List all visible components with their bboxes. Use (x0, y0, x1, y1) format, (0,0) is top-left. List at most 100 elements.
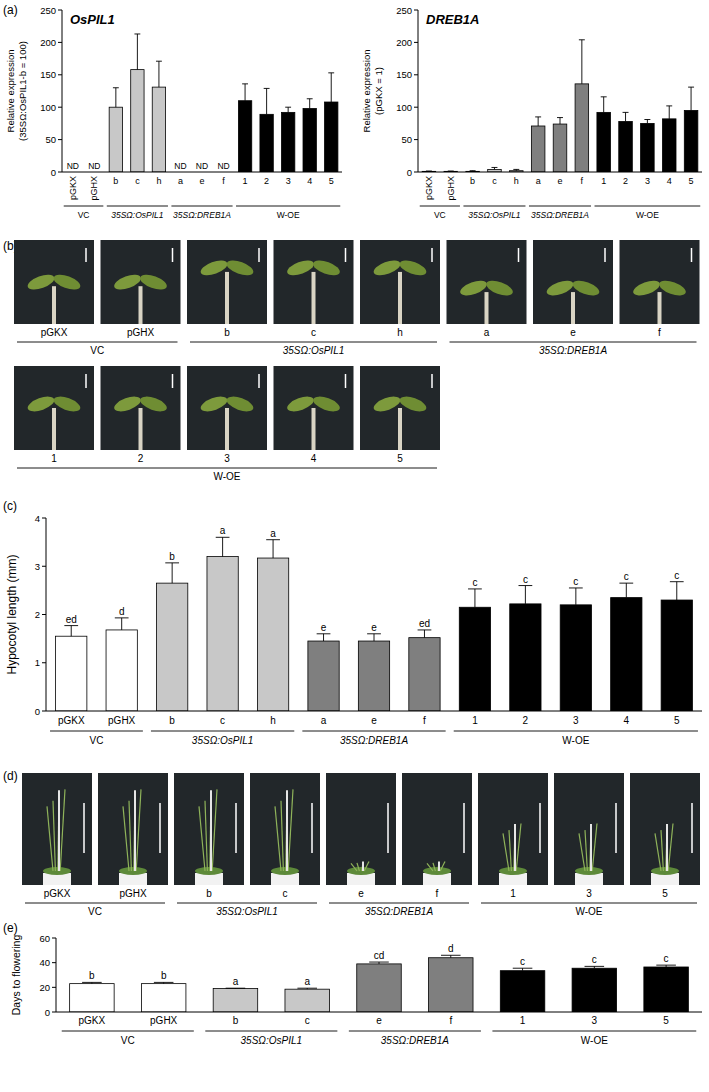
error-cap (688, 87, 694, 88)
value-label: ND (196, 161, 208, 171)
photo (101, 366, 181, 450)
error-cap (585, 966, 605, 967)
y-tick (414, 172, 418, 173)
bar (152, 87, 165, 172)
inflorescence (136, 789, 141, 871)
photo (22, 773, 92, 885)
error-cap (242, 83, 248, 84)
error-bar (328, 73, 334, 102)
inflorescence (655, 833, 661, 871)
error-cap (666, 105, 672, 106)
group-label: VC (78, 210, 90, 220)
error-bar (297, 988, 317, 990)
error-stem (691, 87, 692, 110)
error-stem (560, 118, 561, 124)
bar (575, 84, 589, 172)
chart-title: OsPIL1 (70, 12, 115, 27)
photo-bg (187, 240, 267, 324)
inflorescence (53, 801, 55, 871)
y-axis-label: Days to flowering (10, 935, 22, 1016)
hypocotyl (139, 286, 143, 324)
group-underline (64, 206, 104, 207)
cotyledon (484, 278, 514, 299)
group-underline (236, 206, 340, 207)
photo (326, 773, 396, 885)
hypocotyl (485, 292, 489, 324)
bar (56, 636, 87, 711)
category-label: 3 (645, 176, 650, 186)
category-label: pGHX (108, 715, 136, 726)
bar (644, 967, 689, 1012)
bar (553, 124, 567, 172)
inflorescence (281, 801, 283, 871)
value-label: ND (88, 161, 100, 171)
category-label: 2 (623, 176, 628, 186)
category-label: b (233, 1015, 239, 1026)
error-cap (226, 988, 246, 989)
error-bar (64, 626, 78, 637)
error-bar (113, 88, 119, 107)
error-bar (670, 582, 684, 600)
rosette (423, 867, 451, 875)
category-label: pGHX (446, 176, 456, 201)
bar (409, 638, 440, 711)
photo-label: 1 (510, 888, 516, 899)
error-cap (317, 633, 331, 634)
y-tick (58, 74, 62, 75)
error-bar (156, 61, 162, 87)
bar (238, 101, 251, 172)
photo-bg (554, 773, 624, 885)
photo (174, 773, 244, 885)
bar (213, 989, 258, 1012)
error-stem (626, 583, 627, 597)
group-label: 35SΩ:OsPIL1 (283, 345, 345, 356)
y-tick (414, 107, 418, 108)
scale-bar (258, 374, 260, 388)
error-stem (331, 73, 332, 102)
error-cap (519, 585, 533, 586)
category-label: a (321, 715, 327, 726)
error-cap (297, 988, 317, 989)
cotyledon (225, 257, 255, 278)
error-cap (513, 169, 519, 170)
y-tick (58, 139, 62, 140)
error-stem (625, 112, 626, 121)
scale-bar (615, 803, 617, 853)
photo-label: pGHX (127, 327, 155, 338)
bar (358, 641, 389, 711)
error-bar (619, 583, 633, 597)
cotyledon (311, 394, 341, 415)
group-underline (349, 1031, 481, 1032)
error-cap (64, 625, 78, 626)
category-label: 4 (624, 715, 630, 726)
error-bar (623, 112, 629, 121)
photo-label: a (484, 327, 490, 338)
category-label: pGKX (58, 715, 85, 726)
plot-marks (422, 40, 698, 172)
hypocotyl (398, 408, 402, 450)
significance-letter: e (371, 622, 377, 633)
photo-bg (101, 240, 181, 324)
significance-letter: c (573, 576, 578, 587)
error-bar (115, 618, 129, 630)
y-tick-label: 150 (40, 69, 56, 80)
bar (429, 958, 474, 1012)
error-cap (426, 171, 432, 172)
bar (285, 989, 330, 1012)
inflorescence (47, 806, 53, 871)
scale-bar (172, 248, 174, 262)
group-label: 35SΩ:DREB1A (381, 1035, 450, 1046)
photo (360, 366, 440, 450)
group-underline (25, 903, 165, 904)
photo-label: f (658, 327, 661, 338)
y-tick (414, 74, 418, 75)
photo-bg (360, 240, 440, 324)
bar (70, 984, 115, 1012)
rosette (499, 867, 527, 875)
y-tick (58, 172, 62, 173)
significance-letter: ed (66, 614, 77, 625)
error-stem (245, 84, 246, 101)
photo-label: pGKX (41, 327, 68, 338)
category-label: 4 (667, 176, 672, 186)
error-cap (156, 61, 162, 62)
